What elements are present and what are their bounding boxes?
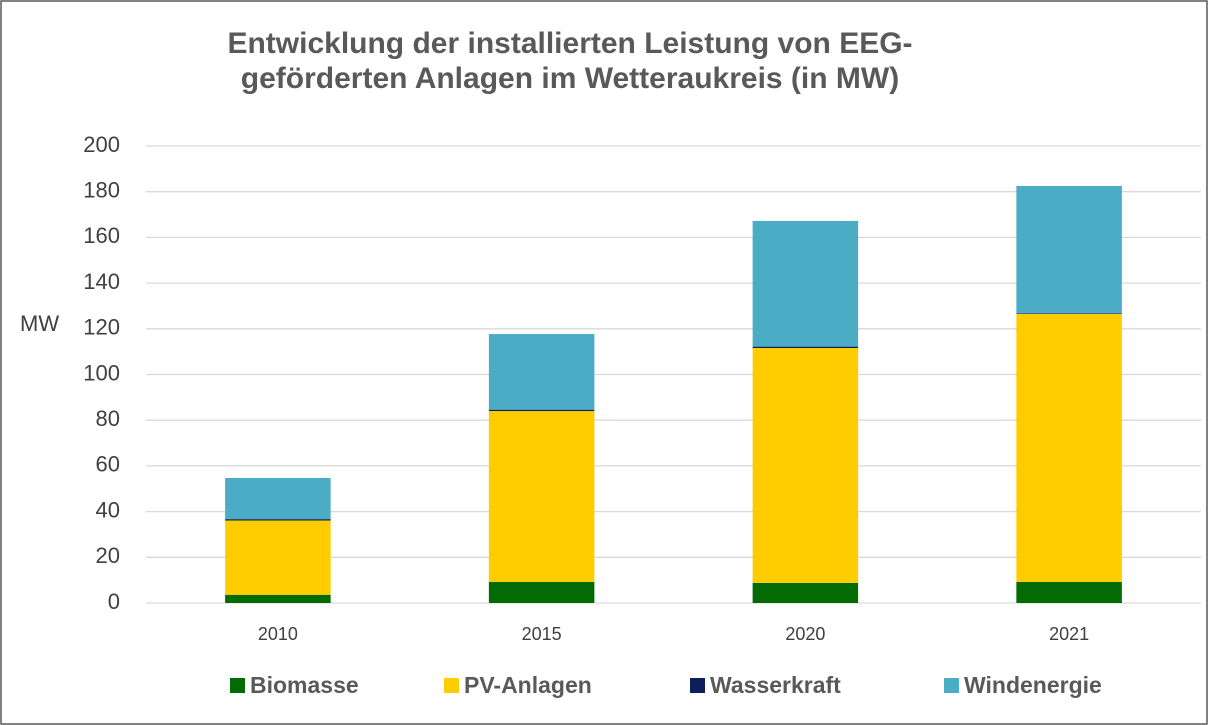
legend-label: PV-Anlagen [464, 672, 592, 698]
bar-segment [488, 581, 595, 603]
bar-segment [752, 346, 859, 348]
y-tick-label: 20 [96, 543, 120, 568]
x-tick-label: 2015 [522, 624, 562, 644]
legend-label: Biomasse [250, 672, 359, 698]
bar-segment [752, 220, 859, 347]
y-tick-label: 200 [83, 132, 120, 157]
y-tick-label: 80 [96, 406, 120, 431]
legend-swatch [444, 678, 459, 693]
legend-swatch [944, 678, 959, 693]
bar-segment [1016, 185, 1122, 314]
bar-segment [225, 520, 331, 595]
bar-segment [1016, 313, 1122, 582]
y-axis-label: MW [20, 311, 59, 336]
bar-segment [1016, 313, 1122, 314]
chart-title: Entwicklung der installierten Leistung v… [227, 27, 912, 60]
y-tick-label: 0 [108, 589, 120, 614]
y-tick-label: 140 [83, 269, 120, 294]
bar-segment [225, 478, 331, 520]
bar-segment [1016, 581, 1122, 603]
x-tick-label: 2021 [1049, 624, 1089, 644]
bar-segment [488, 411, 595, 582]
legend-label: Wasserkraft [710, 672, 841, 698]
legend-label: Windenergie [964, 672, 1102, 698]
y-tick-label: 60 [96, 452, 120, 477]
bar-segment [225, 519, 331, 521]
legend-swatch [230, 678, 245, 693]
y-tick-label: 120 [83, 315, 120, 340]
y-tick-label: 160 [83, 223, 120, 248]
bar-segment [752, 582, 859, 603]
bar-segment [488, 409, 595, 412]
y-tick-label: 40 [96, 497, 120, 522]
bar-segment [752, 347, 859, 583]
x-tick-label: 2020 [785, 624, 825, 644]
legend-swatch [690, 678, 705, 693]
x-tick-label: 2010 [258, 624, 298, 644]
bar-segment [225, 594, 331, 603]
chart-title: geförderten Anlagen im Wetteraukreis (in… [241, 62, 899, 95]
bar-segment [488, 334, 595, 410]
y-tick-label: 180 [83, 178, 120, 203]
y-tick-label: 100 [83, 360, 120, 385]
